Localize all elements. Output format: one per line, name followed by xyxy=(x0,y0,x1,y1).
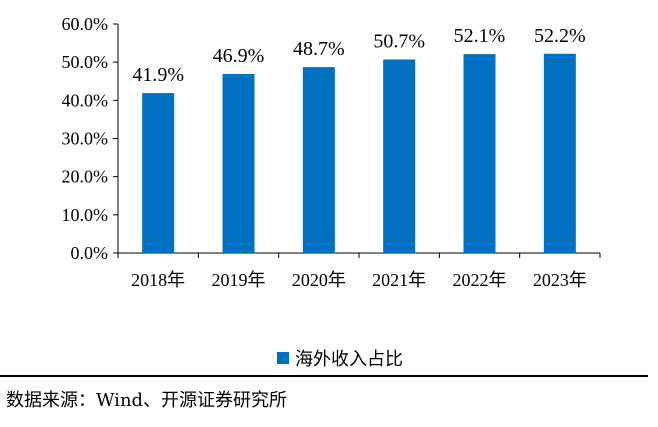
data-label: 52.1% xyxy=(454,25,506,47)
y-tick-label: 30.0% xyxy=(62,129,109,149)
bar xyxy=(302,67,335,254)
legend: 海外收入占比 xyxy=(277,345,403,371)
x-tick-label: 2020年 xyxy=(292,270,346,290)
data-label: 48.7% xyxy=(293,38,345,60)
data-label: 41.9% xyxy=(132,64,184,86)
legend-label: 海外收入占比 xyxy=(295,349,403,370)
source-note: 数据来源：Wind、开源证券研究所 xyxy=(6,390,288,411)
bar xyxy=(142,93,175,253)
x-tick-label: 2018年 xyxy=(131,270,185,290)
x-tick-label: 2022年 xyxy=(453,270,507,290)
y-tick-label: 40.0% xyxy=(62,90,109,110)
y-tick-label: 0.0% xyxy=(71,243,109,263)
footer-divider xyxy=(0,375,648,377)
data-label: 46.9% xyxy=(213,45,265,67)
data-label: 52.2% xyxy=(534,25,586,47)
y-tick-label: 60.0% xyxy=(62,14,109,34)
data-label: 50.7% xyxy=(373,30,425,52)
y-tick-label: 20.0% xyxy=(62,167,109,187)
bar xyxy=(543,53,576,253)
bar xyxy=(383,59,416,254)
y-tick-label: 10.0% xyxy=(62,205,109,225)
x-tick-label: 2023年 xyxy=(533,270,587,290)
bar xyxy=(222,73,255,253)
x-tick-label: 2019年 xyxy=(212,270,266,290)
x-tick-label: 2021年 xyxy=(372,270,426,290)
legend-swatch xyxy=(277,352,289,364)
y-tick-label: 50.0% xyxy=(62,52,109,72)
bar xyxy=(463,54,496,253)
